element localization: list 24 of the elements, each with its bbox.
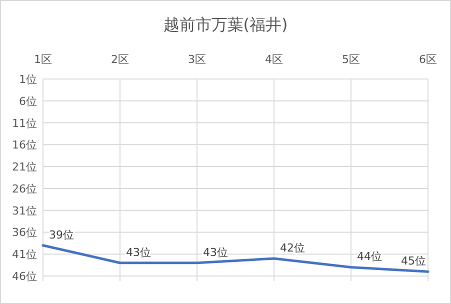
y-tick-label: 36位 bbox=[12, 226, 37, 240]
x-tick-label: 5区 bbox=[342, 53, 360, 66]
y-tick-label: 21位 bbox=[12, 160, 37, 174]
line-series bbox=[42, 244, 430, 273]
data-label: 44位 bbox=[357, 250, 382, 264]
data-label: 43位 bbox=[126, 246, 151, 259]
x-tick-label: 4区 bbox=[265, 53, 283, 66]
x-tick-label: 2区 bbox=[111, 53, 129, 66]
x-tick-label: 6区 bbox=[419, 53, 437, 66]
data-label: 42位 bbox=[280, 241, 305, 254]
y-tick-label: 1位 bbox=[19, 73, 37, 86]
y-tick-label: 26位 bbox=[12, 182, 37, 196]
y-tick-label: 11位 bbox=[12, 116, 37, 130]
data-label: 39位 bbox=[49, 228, 74, 242]
data-label: 43位 bbox=[203, 246, 228, 259]
data-label: 45位 bbox=[401, 254, 426, 268]
chart-title: 越前市万葉(福井) bbox=[163, 15, 288, 34]
y-tick-label: 46位 bbox=[12, 270, 37, 283]
x-tick-label: 3区 bbox=[188, 53, 206, 66]
y-tick-label: 31位 bbox=[12, 204, 37, 218]
y-tick-label: 16位 bbox=[12, 138, 37, 152]
x-tick-label: 1区 bbox=[34, 53, 52, 66]
y-tick-label: 41位 bbox=[12, 248, 37, 262]
y-tick-label: 6位 bbox=[19, 94, 37, 108]
